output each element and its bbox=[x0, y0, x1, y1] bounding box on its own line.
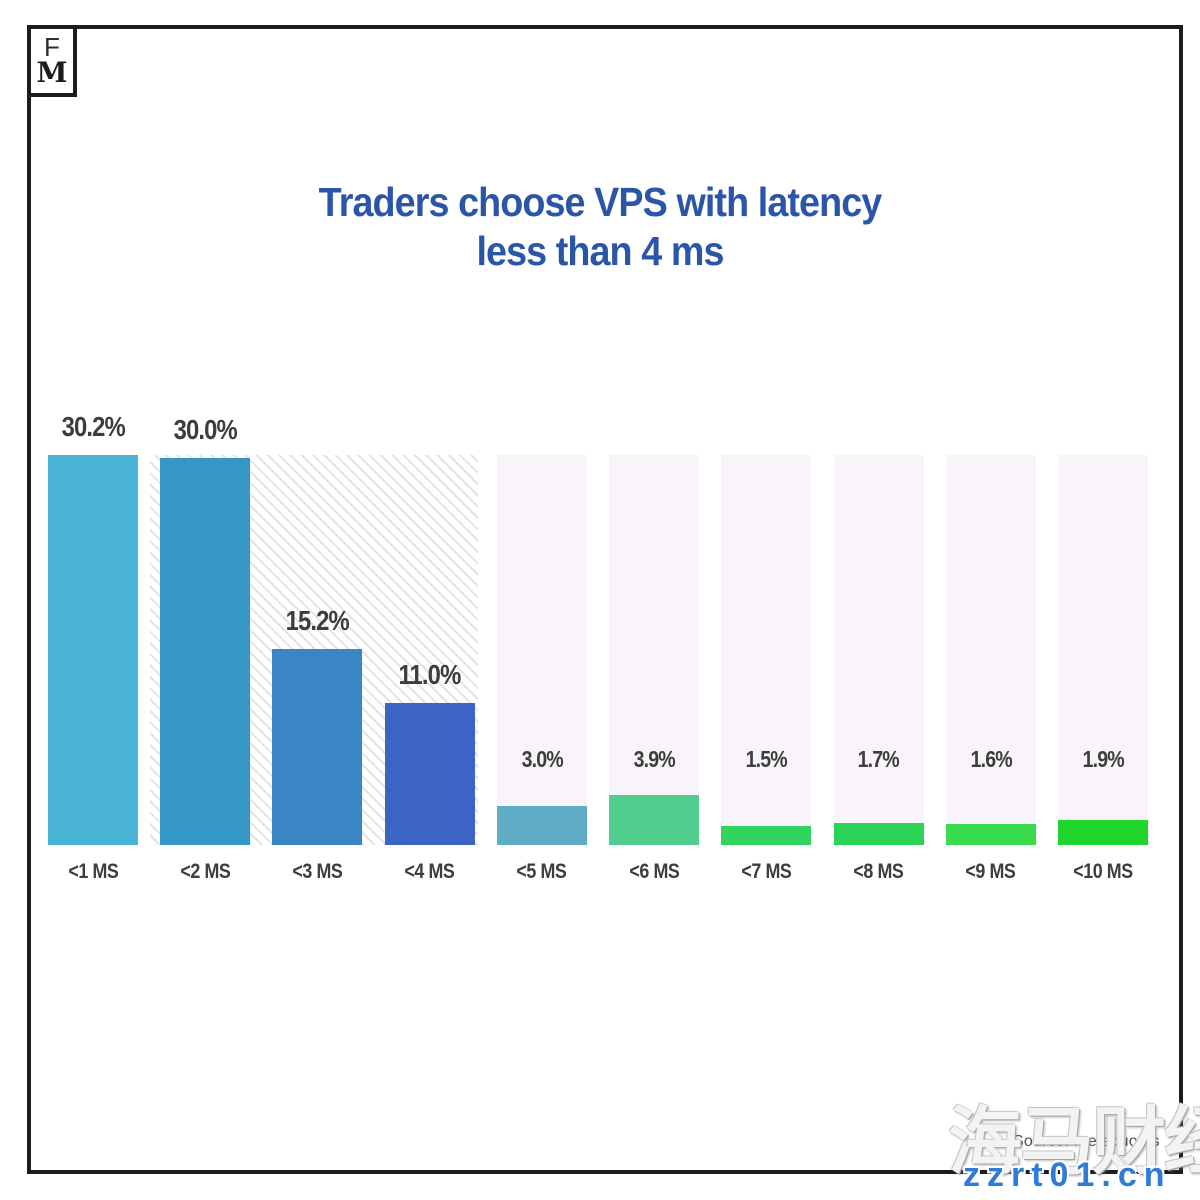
value-label-2: 30.0% bbox=[173, 414, 238, 445]
bar-column-3: 15.2% <3 MS bbox=[272, 455, 363, 883]
category-label-7: <7 MS bbox=[741, 860, 792, 883]
category-label-6: <6 MS bbox=[629, 860, 680, 883]
value-label-8: 1.7% bbox=[857, 746, 900, 772]
bar-column-8: 1.7% <8 MS bbox=[833, 455, 924, 883]
category-label-3: <3 MS bbox=[292, 860, 343, 883]
watermark-url-text: zzrt01.cn bbox=[963, 1156, 1172, 1194]
bar-chart: 30.2% <1 MS 30.0% <2 MS 15.2% <3 MS 11.0% <4 MS… bbox=[48, 411, 1148, 883]
source-attribution: Source: metaquotes bbox=[1013, 1133, 1160, 1150]
value-label-3: 15.2% bbox=[285, 605, 350, 636]
category-label-10: <10 MS bbox=[1073, 860, 1133, 883]
bar-column-7: 1.5% <7 MS bbox=[721, 455, 812, 883]
bar-1ms bbox=[48, 455, 138, 845]
category-label-4: <4 MS bbox=[404, 860, 455, 883]
bar-column-1: 30.2% <1 MS bbox=[48, 411, 138, 883]
bar-8ms bbox=[833, 823, 924, 845]
bar-column-6: 3.9% <6 MS bbox=[609, 455, 700, 883]
value-label-7: 1.5% bbox=[745, 746, 788, 772]
bar-6ms bbox=[609, 795, 700, 845]
bar-4ms bbox=[384, 703, 475, 845]
value-label-1: 30.2% bbox=[61, 411, 125, 442]
value-label-4: 11.0% bbox=[398, 659, 462, 690]
bar-2ms bbox=[160, 458, 251, 845]
value-label-10: 1.9% bbox=[1082, 746, 1124, 772]
value-label-9: 1.6% bbox=[970, 746, 1012, 772]
category-label-8: <8 MS bbox=[853, 860, 904, 883]
bar-9ms bbox=[945, 824, 1036, 845]
value-label-6: 3.9% bbox=[633, 746, 676, 772]
bar-column-2: 30.0% <2 MS bbox=[160, 414, 251, 883]
chart-title: Traders choose VPS with latency less tha… bbox=[0, 178, 1200, 276]
bar-column-4: 11.0% <4 MS bbox=[384, 455, 475, 883]
category-label-2: <2 MS bbox=[180, 860, 231, 883]
value-label-5: 3.0% bbox=[521, 746, 563, 772]
watermark-cjk-text: 海马财经 bbox=[948, 1100, 1200, 1183]
category-label-1: <1 MS bbox=[68, 860, 118, 883]
bar-3ms bbox=[272, 649, 363, 845]
fm-logo-letter-f: F bbox=[44, 32, 60, 62]
category-label-9: <9 MS bbox=[965, 860, 1016, 883]
chart-title-line2: less than 4 ms bbox=[476, 228, 724, 274]
bar-5ms bbox=[496, 806, 587, 845]
bar-10ms bbox=[1057, 820, 1148, 845]
category-label-5: <5 MS bbox=[516, 860, 567, 883]
fm-logo: F M bbox=[27, 25, 77, 97]
bar-column-9: 1.6% <9 MS bbox=[945, 455, 1036, 883]
bar-column-5: 3.0% <5 MS bbox=[496, 455, 587, 883]
fm-logo-letter-m: M bbox=[36, 56, 68, 89]
bar-column-10: 1.9% <10 MS bbox=[1057, 455, 1148, 883]
bar-7ms bbox=[721, 826, 812, 845]
chart-title-line1: Traders choose VPS with latency bbox=[318, 179, 883, 225]
